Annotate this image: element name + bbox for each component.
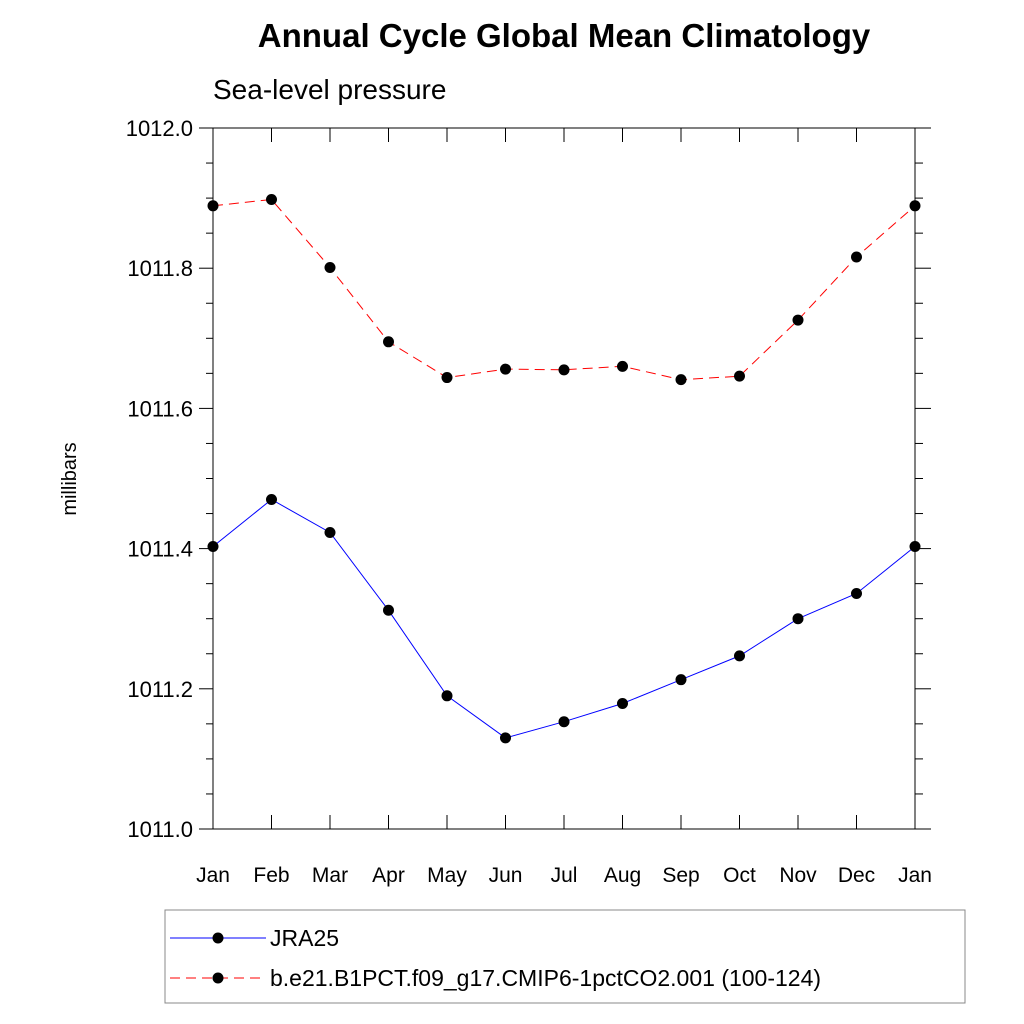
x-tick-label: May	[427, 864, 467, 887]
series-line-1	[212, 198, 916, 381]
series-1-point	[383, 336, 394, 348]
axis-ticks: Jan Feb Mar Apr May Jun Jul Aug Sep Oct Nov Dec Jan1…	[126, 116, 932, 887]
y-tick-label: 1011.6	[127, 396, 193, 421]
x-tick-label: Dec	[838, 864, 875, 887]
x-tick-label: Feb	[253, 864, 289, 887]
x-tick-label: Sep	[662, 864, 699, 887]
y-tick-label: 1011.2	[127, 677, 193, 702]
x-tick-label: Jun	[489, 864, 523, 887]
series-1-point	[500, 363, 511, 375]
series-1-point	[558, 364, 570, 376]
series-1-point	[734, 370, 745, 382]
series-1-point	[324, 261, 336, 273]
legend-label-0: JRA25	[270, 925, 339, 951]
series-line-0	[212, 498, 916, 739]
series-1-point	[909, 200, 921, 212]
series-1-point	[675, 374, 687, 386]
x-tick-label: Aug	[604, 864, 641, 887]
legend: JRA25 b.e21.B1PCT.f09_g17.CMIP6-1pctCO2.0…	[170, 925, 821, 991]
x-tick-label: Mar	[312, 864, 348, 887]
series-0-point	[266, 494, 277, 506]
series-0-point	[734, 650, 745, 662]
series-0-point	[792, 613, 804, 625]
series-1-point	[266, 194, 277, 206]
legend-label-1: b.e21.B1PCT.f09_g17.CMIP6-1pctCO2.001 (1…	[270, 965, 821, 991]
legend-marker-0	[212, 932, 224, 944]
series-0-point	[441, 690, 453, 702]
legend-box	[164, 909, 966, 1004]
series-0-point	[617, 698, 628, 710]
x-tick-label: Apr	[372, 864, 405, 887]
series-1-point	[207, 200, 219, 212]
series-0-point	[207, 540, 219, 552]
chart-title: Annual Cycle Global Mean Climatology	[258, 17, 871, 54]
y-axis-label: millibars	[59, 442, 81, 515]
y-tick-label: 1011.8	[127, 256, 193, 281]
legend-marker-1	[212, 972, 224, 984]
x-tick-label: Jan	[898, 864, 932, 887]
y-tick-label: 1012.0	[126, 116, 193, 141]
x-tick-label: Oct	[723, 864, 756, 887]
x-tick-label: Jul	[551, 864, 578, 887]
series-0-point	[675, 674, 687, 686]
chart-subtitle: Sea-level pressure	[213, 74, 446, 105]
y-tick-label: 1011.0	[127, 817, 193, 842]
series-0-point	[558, 716, 570, 728]
series-1-point	[851, 251, 862, 263]
y-tick-label: 1011.4	[127, 537, 193, 562]
series-1-point	[617, 360, 628, 372]
series-layer	[207, 194, 921, 744]
x-tick-label: Jan	[196, 864, 230, 887]
series-1-point	[792, 314, 804, 326]
series-0-point	[909, 540, 921, 552]
x-tick-label: Nov	[779, 864, 817, 887]
series-0-point	[500, 732, 511, 744]
series-0-point	[324, 526, 336, 538]
series-1-point	[441, 372, 453, 384]
series-0-point	[851, 587, 862, 599]
series-0-point	[383, 604, 394, 616]
